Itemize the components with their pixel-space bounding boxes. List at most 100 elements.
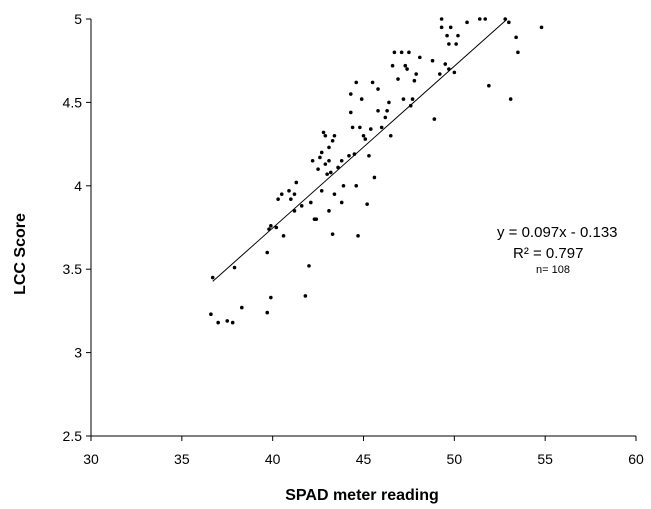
- data-point: [354, 80, 359, 85]
- data-point: [209, 312, 213, 317]
- data-point: [350, 125, 355, 130]
- data-point: [456, 33, 460, 38]
- data-point: [287, 189, 291, 193]
- data-point: [507, 20, 511, 25]
- data-point: [358, 125, 362, 130]
- data-point: [292, 192, 297, 196]
- y-tick-label: 3: [74, 345, 82, 361]
- data-point: [265, 310, 270, 315]
- x-tick-label: 45: [356, 451, 372, 467]
- data-point: [279, 192, 284, 196]
- data-point: [379, 125, 384, 130]
- y-tick-label: 2.5: [63, 428, 83, 444]
- data-point: [439, 17, 444, 21]
- data-point: [452, 70, 457, 75]
- data-point: [210, 275, 215, 280]
- data-point: [390, 63, 395, 68]
- data-point: [348, 92, 353, 96]
- data-point: [376, 87, 380, 91]
- data-point: [325, 172, 329, 176]
- data-point: [383, 115, 388, 120]
- data-point: [354, 184, 359, 188]
- data-point: [330, 232, 335, 236]
- data-point: [438, 72, 442, 76]
- data-point: [392, 50, 397, 55]
- data-point: [430, 58, 435, 63]
- data-point: [276, 197, 280, 201]
- data-point: [443, 62, 448, 66]
- data-point: [439, 25, 444, 30]
- data-point: [347, 153, 351, 158]
- data-point: [412, 78, 417, 83]
- data-point: [387, 100, 391, 105]
- data-point: [216, 320, 220, 325]
- data-point: [447, 42, 451, 46]
- data-point: [465, 20, 469, 25]
- data-point: [318, 155, 322, 160]
- data-point: [329, 170, 333, 175]
- data-point: [330, 138, 335, 143]
- data-point: [368, 127, 373, 131]
- data-point: [401, 97, 406, 101]
- y-tick-label: 4: [74, 178, 82, 194]
- data-point: [319, 150, 324, 155]
- data-point: [316, 167, 320, 171]
- y-tick-label: 4.5: [63, 94, 83, 110]
- data-point: [376, 108, 380, 113]
- data-point: [281, 234, 286, 238]
- data-point: [445, 33, 449, 38]
- sample-size-label: n= 108: [536, 264, 570, 276]
- data-point: [367, 153, 371, 158]
- x-axis-title: SPAD meter reading: [285, 487, 439, 504]
- x-tick-label: 30: [83, 451, 99, 467]
- data-point: [319, 189, 324, 193]
- data-point: [356, 234, 360, 238]
- data-point: [323, 162, 328, 166]
- data-point: [407, 50, 411, 55]
- data-point: [432, 117, 437, 121]
- r-squared-label: R² = 0.797: [513, 245, 583, 262]
- data-point: [332, 133, 337, 138]
- data-point: [399, 50, 404, 55]
- data-point: [403, 63, 408, 68]
- data-point: [514, 35, 518, 40]
- y-tick-label: 3.5: [63, 261, 83, 277]
- data-point: [225, 319, 230, 323]
- data-points: [209, 17, 544, 325]
- data-point: [365, 202, 369, 206]
- trendline: [212, 18, 508, 282]
- data-point: [332, 192, 337, 196]
- y-tick-label: 5: [74, 11, 82, 27]
- data-point: [454, 42, 458, 46]
- data-point: [359, 97, 364, 101]
- data-point: [232, 265, 237, 270]
- data-point: [539, 25, 544, 30]
- x-tick-label: 35: [174, 451, 190, 467]
- data-point: [289, 197, 293, 201]
- data-point: [339, 200, 344, 205]
- data-point: [265, 250, 270, 255]
- data-point: [309, 200, 313, 205]
- x-tick-label: 40: [265, 451, 281, 467]
- data-point: [396, 77, 400, 81]
- data-point: [516, 50, 520, 55]
- data-point: [269, 295, 273, 300]
- x-tick-label: 55: [537, 451, 553, 467]
- data-point: [327, 145, 331, 150]
- data-point: [294, 180, 299, 185]
- data-point: [327, 158, 331, 163]
- data-point: [230, 320, 235, 325]
- data-point: [477, 17, 482, 21]
- data-point: [274, 225, 279, 230]
- data-point: [361, 133, 366, 138]
- y-axis-title: LCC Score: [12, 213, 29, 295]
- data-point: [269, 224, 273, 228]
- data-point: [307, 264, 311, 268]
- axis-ticks: 2.5 3 3.5 4 4.5 5 30 35 40 45 50 55 60: [63, 11, 644, 467]
- data-point: [385, 108, 389, 113]
- data-point: [348, 110, 353, 115]
- data-point: [310, 158, 315, 163]
- data-point: [487, 83, 491, 88]
- data-point: [418, 55, 422, 60]
- x-tick-label: 50: [447, 451, 463, 467]
